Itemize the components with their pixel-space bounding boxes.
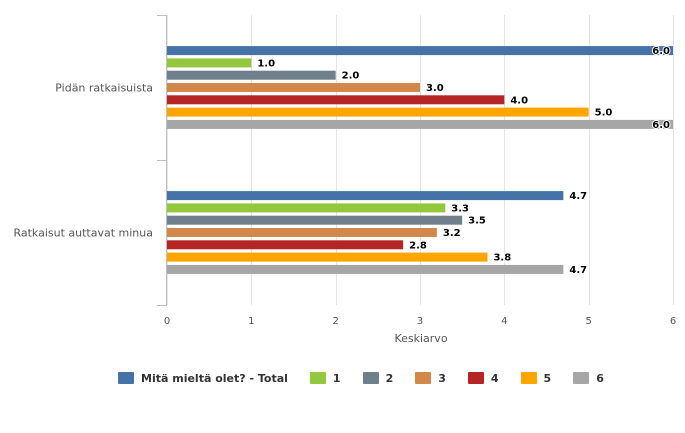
labels: 0 1 2 3 4 5 6 Pidän ratkaisuista 6.0 1.0 2.0 3.0 4.0…: [13, 45, 676, 327]
data-label: 2.0: [342, 71, 360, 82]
legend: Mitä mieltä olet? - Total 1 2 3 4 5 6: [0, 368, 685, 386]
x-tick-label: 6: [670, 316, 676, 327]
legend-swatch: [415, 372, 432, 384]
bar: [167, 203, 446, 213]
legend-label: 6: [596, 372, 604, 385]
bar: [167, 119, 673, 129]
x-tick-label: 3: [417, 316, 423, 327]
bar: [167, 191, 564, 201]
legend-label: Mitä mieltä olet? - Total: [141, 372, 288, 385]
data-label: 4.7: [569, 191, 587, 202]
x-tick-label: 1: [248, 316, 254, 327]
legend-swatch: [309, 372, 326, 384]
legend-item[interactable]: 5: [520, 372, 552, 385]
bar: [167, 58, 252, 68]
legend-item[interactable]: 1: [309, 372, 341, 385]
x-axis-title: Keskiarvo: [394, 332, 447, 345]
data-label: 2.8: [409, 240, 427, 251]
legend-label: 5: [543, 372, 552, 385]
data-label: 6.0: [652, 120, 670, 131]
legend-swatch: [362, 372, 379, 384]
bars: [167, 46, 673, 274]
axes: [157, 15, 167, 306]
data-label: 3.0: [426, 83, 444, 94]
bar: [167, 70, 336, 80]
legend-item[interactable]: 2: [362, 372, 394, 385]
category-label: Pidän ratkaisuista: [55, 82, 153, 95]
bar: [167, 107, 589, 117]
legend-swatch: [520, 372, 537, 384]
x-tick-label: 0: [164, 316, 170, 327]
data-label: 3.8: [493, 253, 511, 264]
bar: [167, 46, 673, 56]
bar: [167, 240, 404, 250]
legend-label: 3: [438, 372, 446, 385]
legend-swatch: [573, 372, 590, 384]
legend-item[interactable]: Mitä mieltä olet? - Total: [118, 372, 288, 385]
legend-item[interactable]: 3: [415, 372, 446, 385]
bar: [167, 228, 437, 237]
data-label: 1.0: [257, 58, 275, 69]
bar: [167, 83, 420, 92]
data-label: 3.3: [451, 203, 469, 214]
legend-label: 1: [332, 372, 341, 385]
bar: [167, 95, 505, 105]
data-label: 3.2: [443, 228, 461, 239]
legend-swatch: [467, 372, 484, 384]
legend-swatch: [118, 372, 134, 384]
x-tick-label: 4: [501, 316, 507, 327]
bar: [167, 264, 564, 274]
data-label: 5.0: [595, 108, 613, 119]
data-label: 4.7: [569, 265, 587, 276]
legend-item[interactable]: 6: [573, 372, 604, 385]
x-tick-label: 2: [332, 316, 338, 327]
legend-items: Mitä mieltä olet? - Total 1 2 3 4 5 6: [118, 368, 626, 387]
x-tick-label: 5: [585, 316, 591, 327]
data-label: 4.0: [510, 95, 528, 106]
data-label: 6.0: [652, 46, 670, 57]
category-label: Ratkaisut auttavat minua: [13, 227, 153, 240]
legend-item[interactable]: 4: [467, 372, 499, 385]
data-label: 3.5: [468, 216, 486, 227]
legend-label: 2: [385, 372, 394, 385]
grid-lines: [167, 15, 674, 305]
bar: [167, 215, 463, 225]
legend-label: 4: [490, 372, 499, 385]
bar: [167, 252, 488, 262]
